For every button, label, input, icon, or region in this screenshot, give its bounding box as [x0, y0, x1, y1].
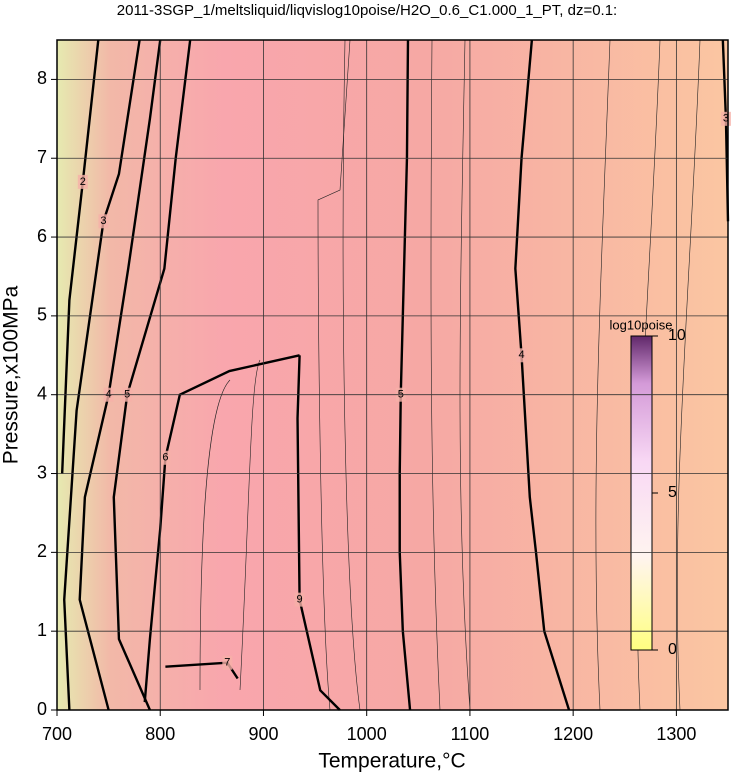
colorbar-label: log10poise — [610, 317, 673, 332]
y-tick-label: 4 — [37, 383, 47, 403]
contour-label: 9 — [297, 594, 303, 606]
y-axis-label: Pressure,x100MPa — [0, 285, 23, 464]
contour-label: 2 — [80, 176, 86, 188]
y-tick-label: 7 — [37, 147, 47, 167]
contour-label: 4 — [518, 349, 524, 361]
contour-label: 7 — [224, 657, 230, 669]
contour-label: 3 — [723, 113, 729, 125]
x-tick-label: 1000 — [347, 724, 387, 744]
x-tick-label: 1200 — [553, 724, 593, 744]
contour-label-bg — [222, 655, 233, 670]
x-tick-label: 700 — [42, 724, 72, 744]
x-tick-label: 800 — [145, 724, 175, 744]
colorbar-tick-label: 10 — [668, 327, 686, 344]
contour-line — [60, 39, 100, 474]
y-tick-label: 5 — [37, 305, 47, 325]
y-tick-label: 2 — [37, 541, 47, 561]
contour-label-bg — [516, 348, 527, 363]
colorbar-tick-label: 0 — [668, 641, 677, 658]
y-tick-label: 1 — [37, 620, 47, 640]
contour-label: 3 — [100, 215, 106, 227]
contour-label-bg — [98, 214, 109, 229]
y-tick-label: 3 — [37, 462, 47, 482]
contour-label: 6 — [162, 452, 168, 464]
x-tick-label: 1300 — [656, 724, 696, 744]
colorbar-tick-label: 5 — [668, 484, 677, 501]
colorbar — [630, 335, 653, 651]
plot-frame — [56, 39, 729, 711]
y-tick-label: 0 — [37, 699, 47, 719]
x-tick-label: 900 — [248, 724, 278, 744]
contour-line — [514, 39, 571, 711]
chart-title: 2011-3SGP_1/meltsliquid/liqvislog10poise… — [117, 2, 617, 19]
y-tick-label: 8 — [37, 68, 47, 88]
y-tick-label: 6 — [37, 226, 47, 246]
x-axis-label: Temperature,°C — [318, 750, 465, 773]
plot-area — [57, 40, 728, 710]
contour-label-bg — [720, 111, 731, 126]
contour-label-bg — [160, 450, 171, 465]
contour-label-bg — [77, 174, 88, 189]
contour-label-bg — [294, 592, 305, 607]
x-tick-label: 1100 — [451, 724, 490, 744]
